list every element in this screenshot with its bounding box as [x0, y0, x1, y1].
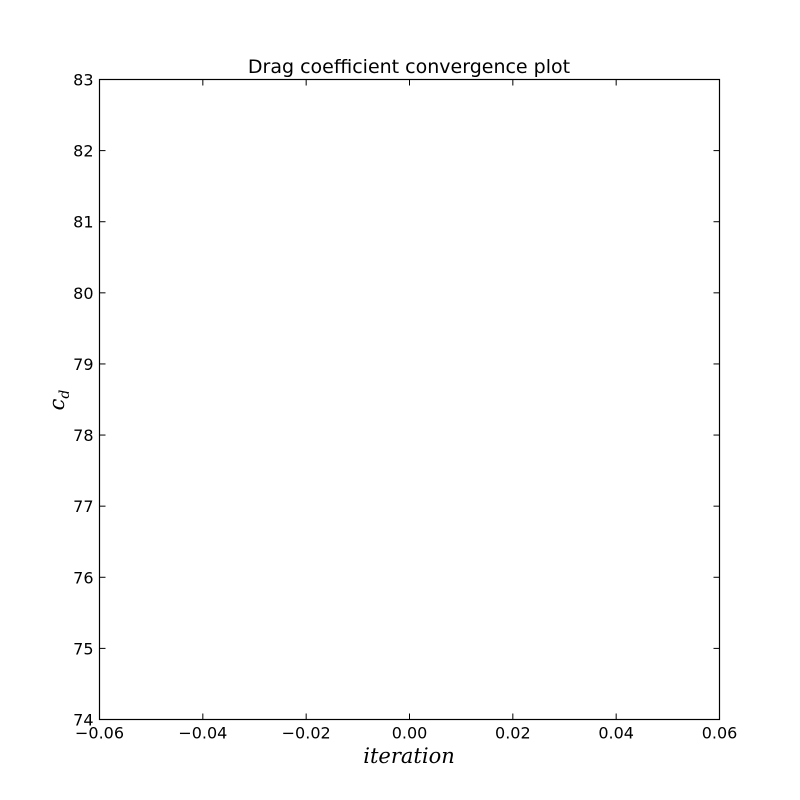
y-tick-label: 80 [73, 284, 93, 303]
y-axis-label-group: cd [45, 390, 73, 411]
y-axis-label-main: c [45, 398, 69, 410]
x-tick-label: −0.02 [282, 724, 331, 743]
x-axis-label: iteration [363, 744, 454, 768]
x-tick-label: 0.04 [598, 724, 634, 743]
y-tick-label: 81 [73, 213, 93, 232]
y-tick-label: 75 [73, 639, 93, 658]
x-tick-label: 0.00 [392, 724, 428, 743]
x-tick-label: 0.06 [702, 724, 738, 743]
plot-area [98, 78, 721, 721]
y-axis-label: cd [45, 390, 73, 411]
y-axis: 74 75 76 77 78 79 80 81 82 83 [73, 71, 720, 730]
chart-title: Drag coefficient convergence plot [248, 56, 570, 78]
y-tick-label: 79 [73, 355, 93, 374]
y-tick-label: 76 [73, 568, 93, 587]
y-tick-label: 77 [73, 497, 93, 516]
y-tick-label: 83 [73, 71, 93, 90]
x-axis: −0.06 −0.04 −0.02 0.00 0.02 0.04 0.06 [75, 79, 738, 743]
y-tick-label: 82 [73, 142, 93, 161]
x-tick-label: −0.06 [75, 724, 124, 743]
y-tick-label: 78 [73, 426, 93, 445]
x-tick-label: 0.02 [495, 724, 531, 743]
y-tick-label: 74 [73, 711, 93, 730]
x-tick-label: −0.04 [178, 724, 227, 743]
y-axis-label-subscript: d [57, 390, 73, 399]
